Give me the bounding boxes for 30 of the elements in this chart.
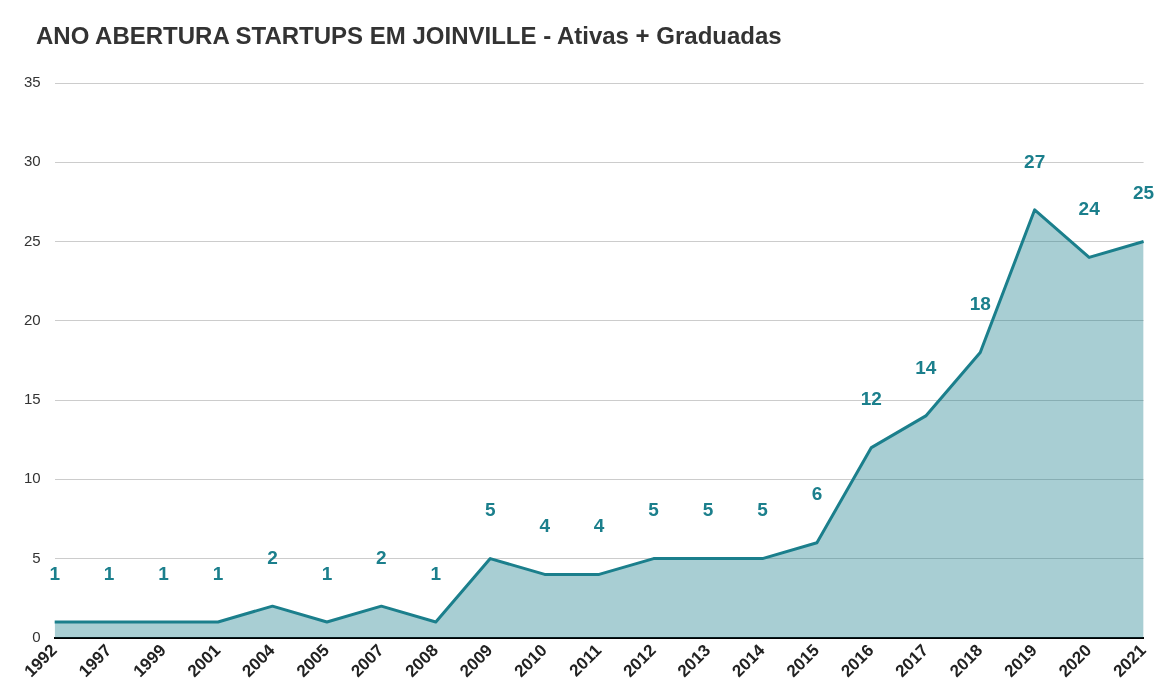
data-label: 1 bbox=[103, 562, 115, 584]
data-label: 1 bbox=[321, 562, 333, 584]
data-label: 6 bbox=[811, 483, 823, 505]
data-label: 5 bbox=[702, 499, 714, 521]
data-label: 2 bbox=[267, 546, 278, 568]
data-label: 24 bbox=[1078, 198, 1101, 220]
data-label: 1 bbox=[430, 562, 442, 584]
y-tick-label: 10 bbox=[24, 469, 41, 487]
data-label: 2 bbox=[376, 546, 387, 568]
data-label: 5 bbox=[757, 499, 769, 521]
data-label: 12 bbox=[860, 388, 882, 410]
data-label: 1 bbox=[158, 562, 170, 584]
y-tick-label: 25 bbox=[24, 231, 41, 249]
y-tick-label: 15 bbox=[24, 390, 41, 408]
y-tick-label: 20 bbox=[24, 310, 41, 328]
y-tick-label: 30 bbox=[24, 152, 41, 170]
data-label: 1 bbox=[49, 562, 61, 584]
data-label: 4 bbox=[593, 515, 605, 537]
data-label: 5 bbox=[484, 499, 496, 521]
data-label: 18 bbox=[969, 293, 991, 315]
data-label: 1 bbox=[212, 562, 224, 584]
data-label: 14 bbox=[915, 356, 937, 378]
y-tick-label: 0 bbox=[32, 627, 41, 645]
y-tick-label: 5 bbox=[32, 548, 41, 566]
data-label: 27 bbox=[1024, 150, 1046, 172]
data-label: 4 bbox=[539, 515, 551, 537]
data-label: 5 bbox=[648, 499, 660, 521]
y-tick-label: 35 bbox=[24, 73, 41, 91]
data-label: 25 bbox=[1133, 182, 1155, 204]
chart-title: ANO ABERTURA STARTUPS EM JOINVILLE - Ativas + Graduadas bbox=[36, 22, 782, 50]
